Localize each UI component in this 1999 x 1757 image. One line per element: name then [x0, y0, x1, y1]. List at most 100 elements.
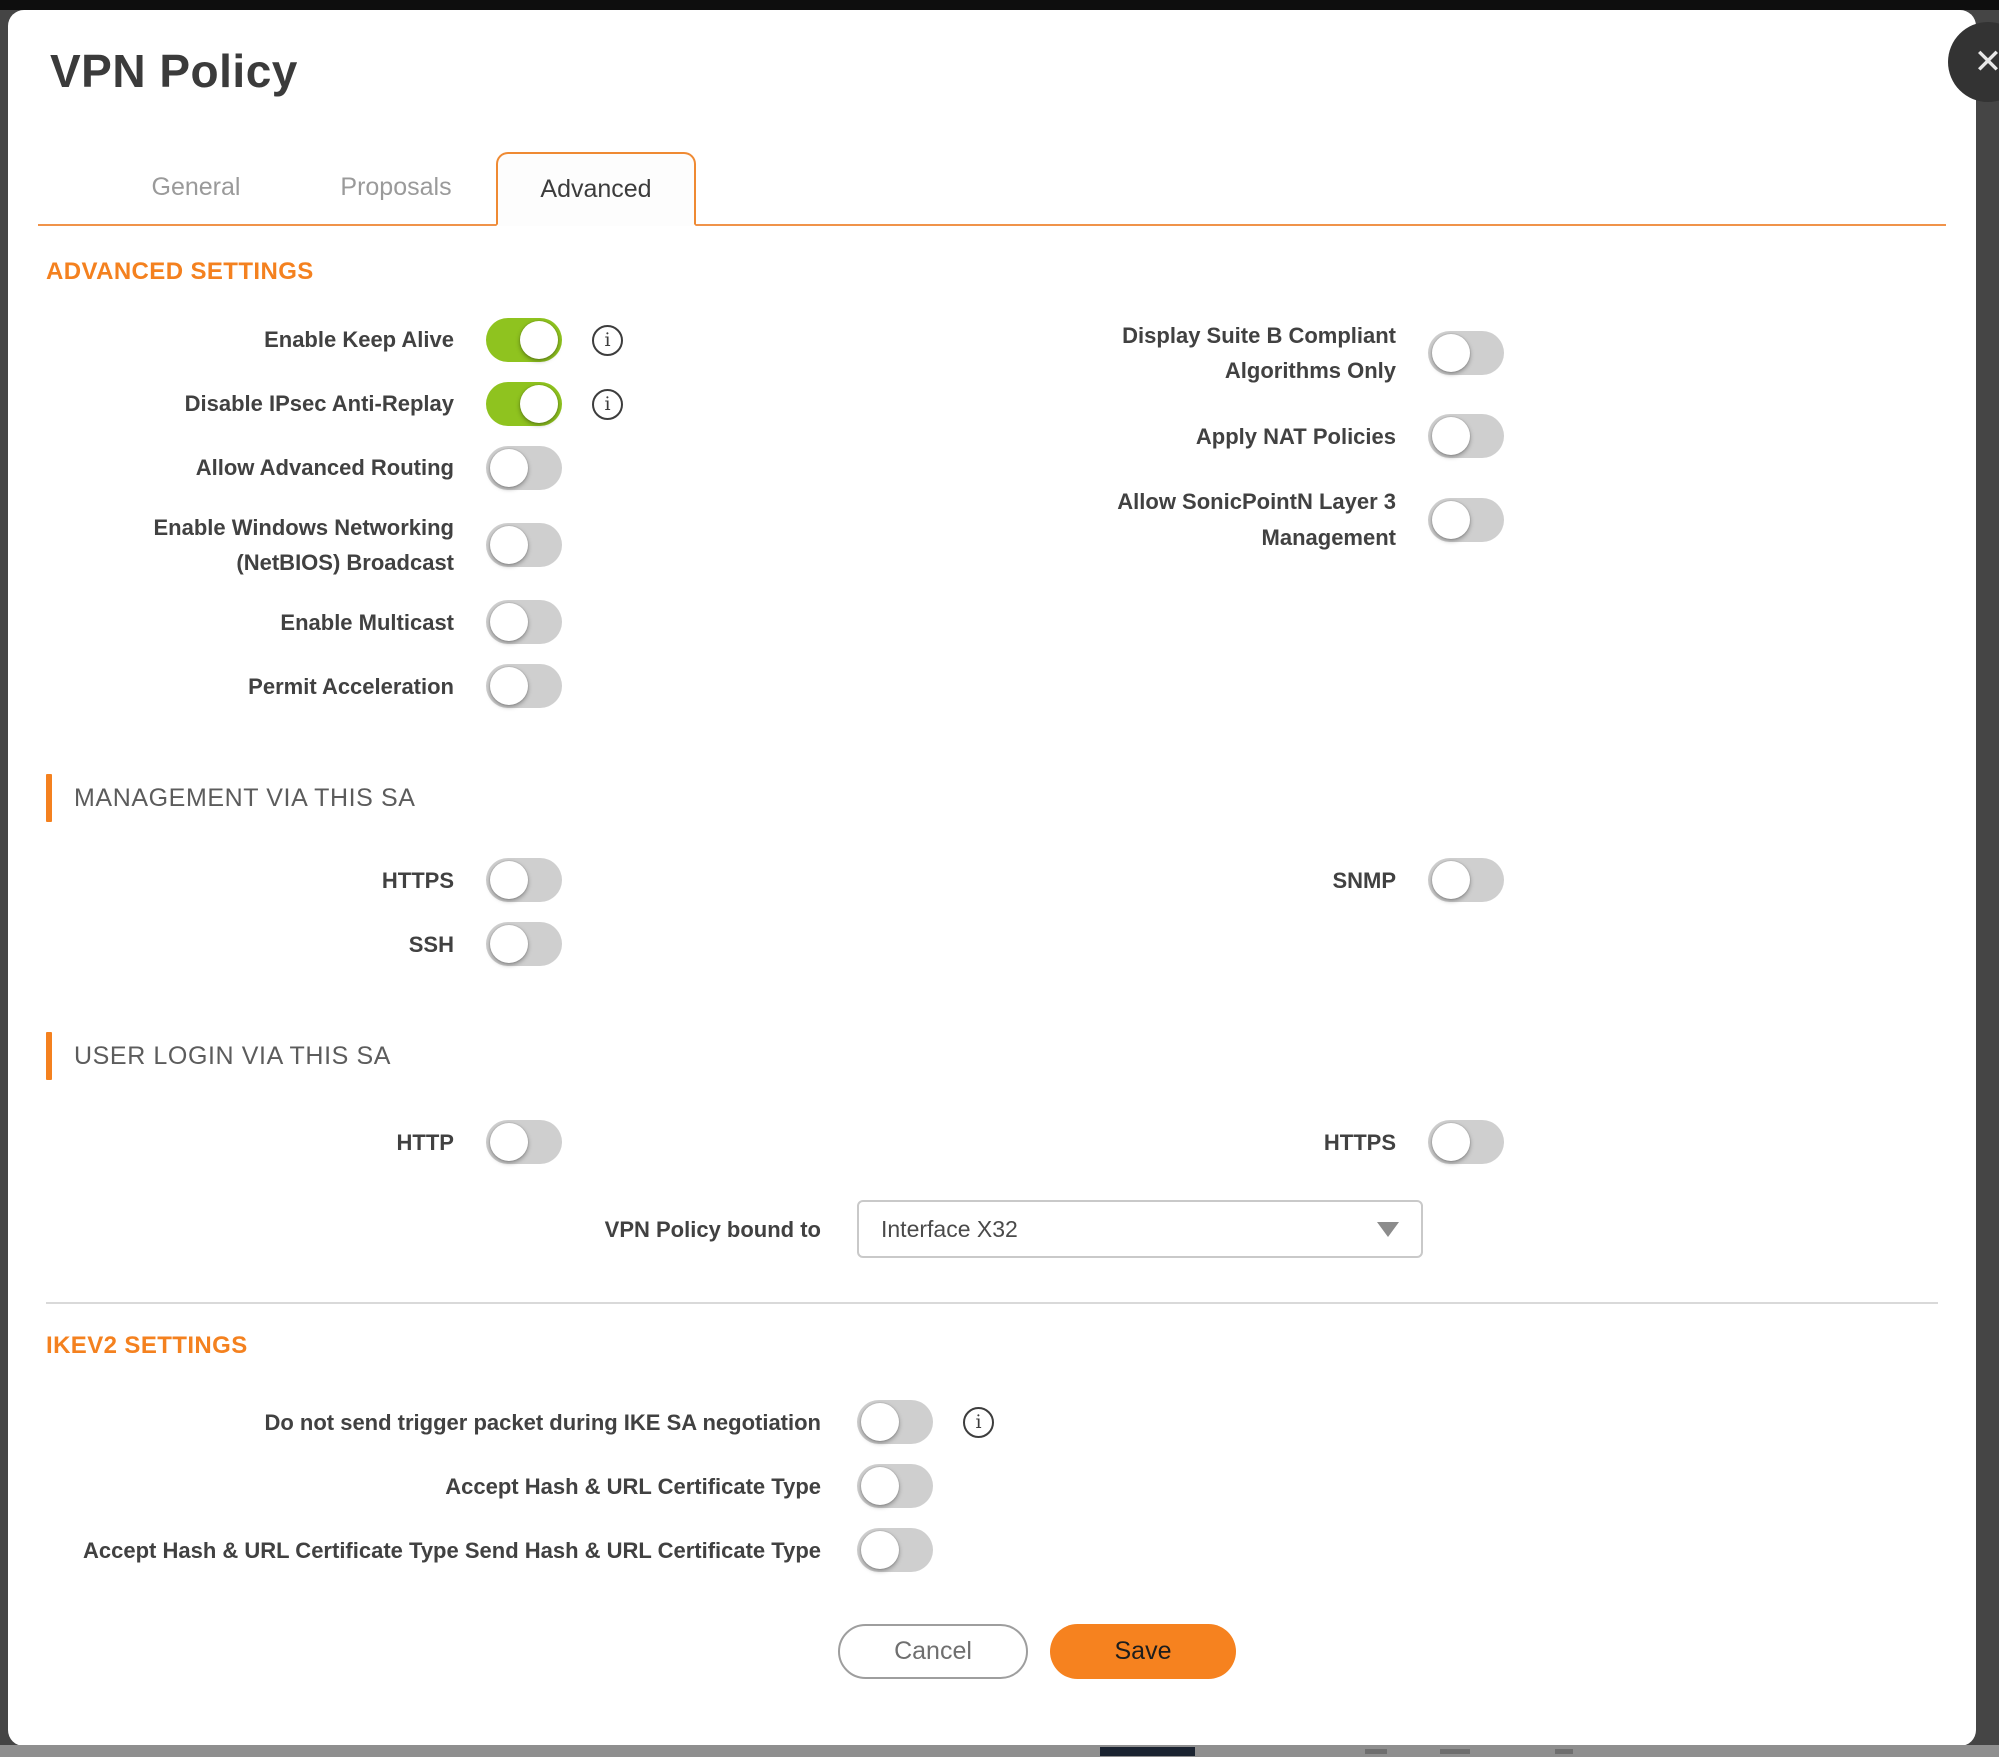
heading-accent-bar	[46, 1032, 52, 1081]
toggle-knob	[520, 321, 558, 359]
advanced-settings-grid: Enable Keep Alive i Disable IPsec Anti-R…	[38, 318, 1946, 728]
management-via-sa-heading: MANAGEMENT VIA THIS SA	[46, 774, 1946, 823]
background-bottom-edge	[0, 1745, 1999, 1757]
toggle-label: Enable Windows Networking (NetBIOS) Broa…	[153, 515, 455, 576]
toggle-knob	[490, 925, 528, 964]
toggle-label: HTTP	[396, 1129, 454, 1155]
info-icon[interactable]: i	[592, 388, 623, 420]
toggle-label: HTTPS	[381, 867, 454, 893]
toggle-accept-send-hash-url[interactable]	[857, 1528, 933, 1573]
background-artifact	[1100, 1747, 1195, 1756]
vpn-policy-bound-to-row: VPN Policy bound to Interface X32	[38, 1200, 1946, 1259]
toggle-label: Accept Hash & URL Certificate Type	[445, 1473, 821, 1499]
toggle-label: Allow SonicPointN Layer 3 Management	[1117, 489, 1396, 550]
ikev2-settings-heading: IKEV2 SETTINGS	[46, 1332, 248, 1360]
advanced-settings-heading: ADVANCED SETTINGS	[46, 258, 314, 285]
chevron-down-icon	[1377, 1221, 1399, 1237]
toggle-knob	[1432, 417, 1470, 456]
row-allow-advanced-routing: Allow Advanced Routing	[46, 446, 1006, 490]
toggle-knob	[490, 526, 528, 565]
row-enable-keep-alive: Enable Keep Alive i	[46, 318, 1006, 362]
row-suite-b-compliant: Display Suite B Compliant Algorithms Onl…	[1006, 318, 1946, 388]
row-mgmt-https: HTTPS	[46, 858, 1006, 903]
toggle-knob	[490, 667, 528, 706]
toggle-knob	[1432, 334, 1470, 373]
row-disable-ipsec-anti-replay: Disable IPsec Anti-Replay i	[46, 382, 1006, 426]
toggle-no-trigger-packet[interactable]	[857, 1400, 933, 1445]
save-button[interactable]: Save	[1050, 1624, 1236, 1680]
toggle-mgmt-ssh[interactable]	[486, 922, 562, 967]
management-grid: HTTPS SSH SNMP	[38, 858, 1946, 986]
row-mgmt-ssh: SSH	[46, 922, 1006, 967]
toggle-knob	[1432, 500, 1470, 539]
toggle-label: Accept Hash & URL Certificate Type Send …	[83, 1537, 821, 1563]
toggle-label: Enable Keep Alive	[264, 327, 454, 353]
toggle-apply-nat-policies[interactable]	[1428, 414, 1504, 459]
toggle-enable-multicast[interactable]	[486, 600, 562, 645]
vpn-policy-bound-to-select[interactable]: Interface X32	[857, 1200, 1423, 1259]
toggle-label: HTTPS	[1323, 1129, 1396, 1155]
background-artifact	[1440, 1749, 1470, 1754]
toggle-permit-acceleration[interactable]	[486, 664, 562, 709]
row-no-trigger-packet: Do not send trigger packet during IKE SA…	[46, 1400, 1946, 1445]
user-login-grid: HTTP HTTPS	[38, 1120, 1946, 1190]
info-icon[interactable]: i	[592, 324, 623, 356]
toggle-login-http[interactable]	[486, 1120, 562, 1165]
row-netbios-broadcast: Enable Windows Networking (NetBIOS) Broa…	[46, 510, 1006, 580]
background-top-edge	[0, 0, 1999, 10]
user-login-via-sa-heading: USER LOGIN VIA THIS SA	[46, 1032, 1946, 1081]
row-enable-multicast: Enable Multicast	[46, 600, 1006, 645]
toggle-label: SSH	[408, 931, 454, 957]
toggle-label: Enable Multicast	[280, 609, 454, 635]
heading-text: MANAGEMENT VIA THIS SA	[74, 783, 416, 812]
section-divider	[46, 1302, 1938, 1305]
toggle-knob	[520, 385, 558, 423]
toggle-accept-hash-url[interactable]	[857, 1464, 933, 1509]
toggle-mgmt-snmp[interactable]	[1428, 858, 1504, 903]
page-title: VPN Policy	[50, 45, 298, 97]
toggle-sonicpointn-layer3[interactable]	[1428, 497, 1504, 542]
toggle-label: SNMP	[1332, 867, 1396, 893]
background-artifact	[1555, 1749, 1573, 1754]
row-apply-nat-policies: Apply NAT Policies	[1006, 414, 1946, 459]
row-accept-send-hash-url: Accept Hash & URL Certificate Type Send …	[46, 1528, 1946, 1573]
heading-text: USER LOGIN VIA THIS SA	[74, 1041, 391, 1070]
toggle-login-https[interactable]	[1428, 1120, 1504, 1165]
row-login-https: HTTPS	[1006, 1120, 1946, 1165]
toggle-label: Allow Advanced Routing	[195, 455, 454, 481]
toggle-knob	[490, 603, 528, 642]
toggle-knob	[490, 1123, 528, 1162]
row-mgmt-snmp: SNMP	[1006, 858, 1946, 903]
toggle-label: Display Suite B Compliant Algorithms Onl…	[1122, 323, 1396, 384]
toggle-allow-advanced-routing[interactable]	[486, 446, 562, 490]
toggle-knob	[1432, 861, 1470, 900]
toggle-label: Do not send trigger packet during IKE SA…	[264, 1409, 821, 1435]
toggle-label: Apply NAT Policies	[1195, 423, 1396, 449]
tab-bar: General Proposals Advanced	[38, 150, 1946, 226]
dropdown-label: VPN Policy bound to	[604, 1216, 821, 1242]
toggle-knob	[861, 1467, 899, 1506]
tab-advanced[interactable]: Advanced	[496, 152, 696, 226]
toggle-label: Permit Acceleration	[248, 673, 454, 699]
toggle-knob	[861, 1403, 899, 1442]
tab-general[interactable]: General	[151, 172, 241, 201]
toggle-netbios-broadcast[interactable]	[486, 523, 562, 568]
row-login-http: HTTP	[46, 1120, 1006, 1165]
toggle-knob	[490, 449, 528, 487]
info-icon[interactable]: i	[963, 1406, 994, 1438]
toggle-enable-keep-alive[interactable]	[486, 318, 562, 362]
toggle-disable-ipsec-anti-replay[interactable]	[486, 382, 562, 426]
toggle-mgmt-https[interactable]	[486, 858, 562, 903]
background-artifact	[1365, 1749, 1387, 1754]
toggle-knob	[1432, 1123, 1470, 1162]
tab-proposals[interactable]: Proposals	[340, 172, 452, 201]
cancel-button[interactable]: Cancel	[838, 1624, 1028, 1680]
dropdown-value: Interface X32	[881, 1215, 1018, 1242]
heading-accent-bar	[46, 774, 52, 823]
toggle-knob	[861, 1531, 899, 1570]
row-sonicpointn-layer3: Allow SonicPointN Layer 3 Management	[1006, 484, 1946, 554]
toggle-suite-b-compliant[interactable]	[1428, 331, 1504, 376]
toggle-knob	[490, 861, 528, 900]
footer-actions: Cancel Save	[83, 1624, 1991, 1680]
row-permit-acceleration: Permit Acceleration	[46, 664, 1006, 709]
